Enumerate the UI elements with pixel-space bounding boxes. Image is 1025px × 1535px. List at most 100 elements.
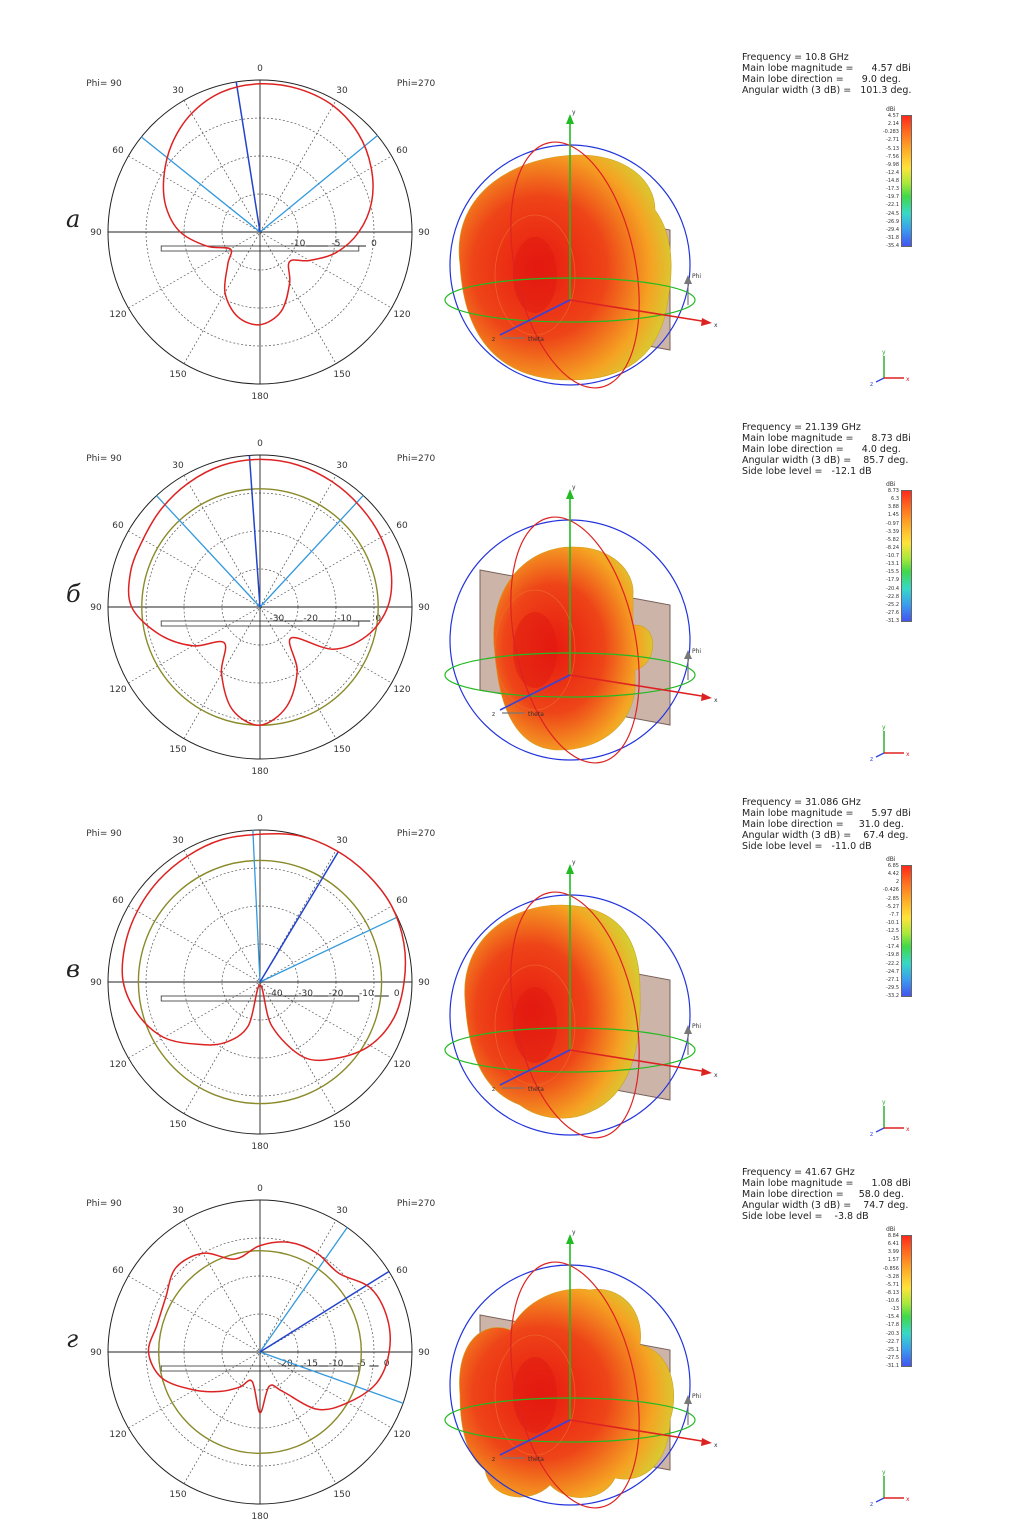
colorbar-tick-label: -8.13	[886, 1289, 899, 1296]
beam-edge-line	[156, 495, 261, 608]
pattern-curve	[147, 1241, 391, 1414]
angle-label: 120	[393, 685, 410, 695]
radial-scale-bar	[160, 620, 360, 627]
theta-label: theta	[528, 1456, 544, 1463]
angle-label: 0	[257, 1184, 263, 1194]
main-lobe-line	[248, 455, 261, 608]
y-axis-label: y	[572, 1229, 576, 1236]
colorbar-gradient	[901, 490, 912, 622]
phi-label: Phi	[692, 648, 701, 655]
orientation-triad: y x z	[870, 1469, 910, 1508]
x-axis-label: x	[714, 1072, 718, 1079]
angle-label: 90	[90, 1348, 102, 1358]
triad-y-label: y	[882, 724, 886, 731]
angle-label: 90	[418, 228, 430, 238]
colorbar-tick-label: -22.1	[886, 202, 899, 209]
radial-tick-label: -5	[357, 1359, 366, 1369]
phi-label: Phi	[692, 1023, 701, 1030]
angle-label: 0	[257, 814, 263, 824]
panel-letter: в	[66, 955, 80, 983]
contour	[494, 214, 576, 336]
phi-right-label: Phi=270	[397, 829, 436, 839]
summary-line: Main lobe direction = 9.0 deg.	[742, 74, 901, 85]
reference-circle	[157, 1249, 363, 1455]
z-axis-label: z	[492, 336, 495, 343]
colorbar-tick-label: -0.283	[882, 129, 899, 136]
panel-4: г 0 30 60 90 120 150 180 150 120 90 60 30 Phi= 90 Phi=…	[0, 1150, 1025, 1522]
summary-line: Main lobe magnitude = 4.57 dBi	[742, 63, 911, 74]
colorbar-tick-label: -17.8	[886, 1322, 899, 1329]
contour-core	[513, 237, 557, 313]
x-axis-label: x	[714, 1442, 718, 1449]
angle-label: 90	[90, 978, 102, 988]
colorbar-unit: dBi	[886, 1226, 896, 1233]
beam-edge-line	[259, 135, 378, 233]
phi-left-label: Phi= 90	[86, 1199, 122, 1209]
phi-right-label: Phi=270	[397, 1199, 436, 1209]
colorbar-tick-label: -22.2	[886, 960, 899, 967]
radial-tick-label: -10	[329, 1359, 344, 1369]
contour	[494, 964, 576, 1086]
colorbar-tick-label: -5.13	[886, 145, 899, 152]
colorbar-tick-label: -24.5	[886, 210, 899, 217]
colorbar-tick-label: -10.7	[886, 553, 899, 559]
radial-tick-label: -5	[332, 239, 341, 249]
colorbar-tick-label: -20.3	[886, 1330, 899, 1337]
orientation-triad: y x z	[870, 349, 910, 388]
angle-label: 30	[336, 86, 348, 96]
triad-y-label: y	[882, 349, 886, 356]
radial-scale-bar	[160, 1365, 360, 1372]
triad-x-label: x	[906, 376, 910, 383]
polar-chart: 0 30 60 90 120 150 180 150 120 90 60 30 Phi= 90 Phi=2…	[86, 1184, 436, 1522]
x-axis-arrow	[701, 693, 712, 701]
colorbar-tick-label: 2.14	[887, 121, 899, 128]
y-axis-arrow	[566, 1234, 574, 1244]
triad-z-label: z	[870, 381, 873, 388]
colorbar-tick-label: -10.1	[886, 919, 899, 926]
angle-label: 120	[109, 310, 126, 320]
angle-label: 150	[169, 1490, 186, 1500]
orientation-triad: y x z	[870, 1099, 910, 1138]
colorbar-tick-label: -27.6	[886, 609, 899, 616]
radial-tick-label: 0	[371, 239, 377, 249]
x-axis-arrow	[701, 1068, 712, 1076]
angle-label: 120	[109, 1430, 126, 1440]
angle-label: 180	[251, 767, 268, 777]
angle-label: 120	[393, 1060, 410, 1070]
summary-line: Main lobe magnitude = 5.97 dBi	[742, 808, 911, 819]
radiation-3d-view: y x Phi theta z	[444, 859, 718, 1139]
radiation-3d-view: y x Phi theta z	[444, 484, 718, 764]
radiation-body	[493, 546, 654, 751]
summary-line: Main lobe magnitude = 1.08 dBi	[742, 1178, 911, 1189]
summary-line: Side lobe level = -3.8 dB	[742, 1211, 869, 1222]
theta-ring	[510, 141, 640, 389]
phi-left-label: Phi= 90	[86, 454, 122, 464]
radial-scale-bar	[160, 995, 360, 1002]
angle-label: 150	[169, 745, 186, 755]
panel-letter: б	[66, 580, 81, 608]
colorbar-tick-label: 4.57	[887, 113, 899, 119]
summary-line: Frequency = 10.8 GHz	[742, 52, 849, 63]
theta-ring	[510, 891, 640, 1139]
radial-tick-label: 0	[375, 614, 381, 624]
y-axis-arrow	[566, 114, 574, 124]
triad-x-label: x	[906, 1126, 910, 1133]
colorbar-tick-label: -0.856	[882, 1265, 899, 1272]
x-axis	[569, 1419, 709, 1443]
phi-marker-arrow	[684, 275, 692, 284]
colorbar-tick-label: -5.82	[886, 536, 899, 543]
theta-label: theta	[528, 336, 544, 343]
polar-chart: 0 30 60 90 120 150 180 150 120 90 60 30 Phi= 90 Phi=2…	[86, 814, 436, 1152]
phi-right-label: Phi=270	[397, 454, 436, 464]
contour	[494, 589, 576, 711]
beam-edge-line	[259, 495, 364, 608]
colorbar-tick-label: -19.7	[886, 194, 899, 201]
theta-label: theta	[528, 1086, 544, 1093]
angle-label: 0	[257, 439, 263, 449]
angle-label: 60	[396, 521, 408, 531]
colorbar-tick-label: 1.45	[887, 512, 899, 519]
radiation-3d-view: y x Phi theta z	[444, 109, 718, 389]
colorbar-tick-label: -13	[890, 1306, 899, 1313]
summary-line: Frequency = 31.086 GHz	[742, 797, 861, 808]
radial-tick-label: -10	[359, 989, 374, 999]
